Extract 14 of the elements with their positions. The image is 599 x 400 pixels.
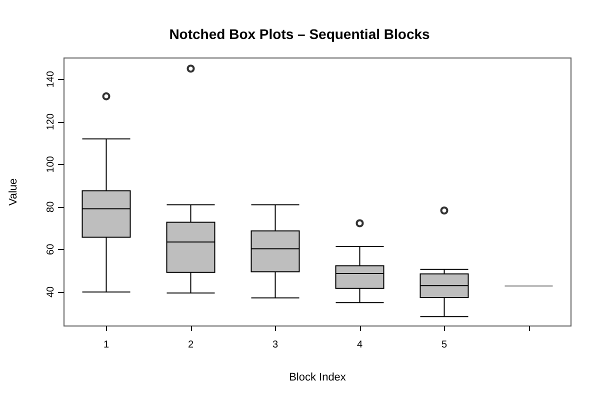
y-axis-title: Value bbox=[8, 178, 20, 206]
y-tick-label: 140 bbox=[46, 70, 56, 88]
x-tick-label: 1 bbox=[103, 340, 110, 350]
y-tick-label: 120 bbox=[46, 113, 56, 130]
y-tick-label: 60 bbox=[46, 243, 56, 255]
y-tick-label: 80 bbox=[46, 200, 56, 212]
x-tick-label: 4 bbox=[356, 340, 363, 350]
y-tick-label: 40 bbox=[46, 286, 56, 298]
x-tick-label: 3 bbox=[272, 340, 278, 350]
x-axis-title: Block Index bbox=[289, 372, 346, 384]
x-tick-label: 2 bbox=[188, 340, 194, 350]
chart-title: Notched Box Plots – Sequential Blocks bbox=[169, 26, 430, 42]
x-tick-label: 5 bbox=[441, 340, 448, 350]
y-tick-label: 100 bbox=[46, 156, 56, 173]
